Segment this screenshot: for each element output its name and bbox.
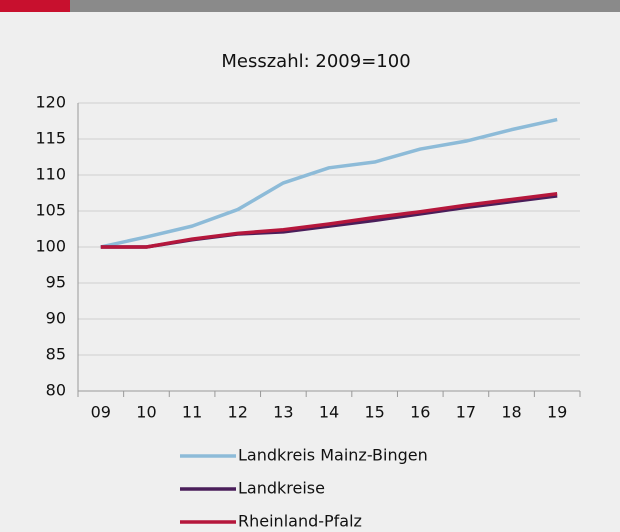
- series-line: [100, 117, 558, 249]
- y-tick-label: 100: [35, 237, 66, 256]
- y-tick-label: 80: [46, 381, 66, 400]
- x-tick-label: 17: [456, 403, 476, 422]
- x-tick-label: 12: [228, 403, 248, 422]
- x-tick-label: 09: [91, 403, 111, 422]
- series-line: [100, 191, 558, 249]
- legend-label: Landkreise: [238, 479, 325, 498]
- y-tick-label: 105: [35, 201, 66, 220]
- x-tick-label: 10: [136, 403, 156, 422]
- x-tick-label: 18: [501, 403, 521, 422]
- x-tick-label: 16: [410, 403, 430, 422]
- chart-title: Messzahl: 2009=100: [221, 51, 410, 72]
- x-tick-label: 19: [547, 403, 567, 422]
- x-tick-label: 15: [364, 403, 384, 422]
- legend-label: Rheinland-Pfalz: [238, 512, 362, 531]
- y-tick-label: 85: [46, 345, 66, 364]
- legend-label: Landkreis Mainz-Bingen: [238, 446, 428, 465]
- top-bar: [0, 0, 620, 12]
- y-tick-label: 90: [46, 309, 66, 328]
- x-tick-label: 11: [182, 403, 202, 422]
- top-accent: [0, 0, 70, 12]
- x-tick-label: 14: [319, 403, 339, 422]
- y-tick-label: 110: [35, 165, 66, 184]
- y-tick-label: 95: [46, 273, 66, 292]
- y-tick-label: 115: [35, 129, 66, 148]
- x-tick-label: 13: [273, 403, 293, 422]
- y-tick-label: 120: [35, 93, 66, 112]
